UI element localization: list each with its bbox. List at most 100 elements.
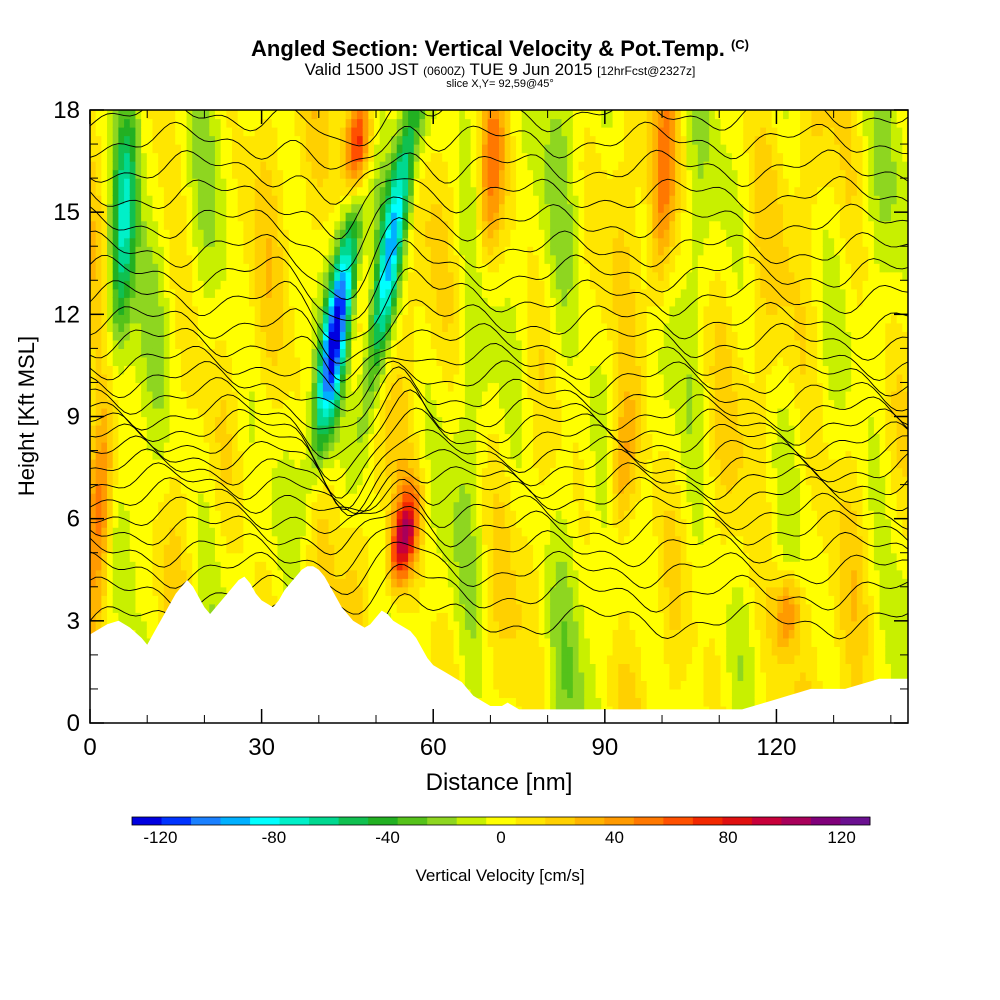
velocity-cell <box>368 544 375 554</box>
velocity-cell <box>169 433 176 443</box>
velocity-cell <box>345 425 352 435</box>
velocity-cell <box>107 569 114 579</box>
velocity-cell <box>470 603 477 613</box>
velocity-cell <box>413 365 421 375</box>
velocity-cell <box>339 144 347 154</box>
velocity-cell <box>328 407 335 418</box>
velocity-cell <box>379 195 386 205</box>
velocity-cell <box>90 476 97 486</box>
velocity-cell <box>328 220 335 230</box>
velocity-cell <box>135 484 142 494</box>
velocity-cell <box>288 280 296 290</box>
velocity-cell <box>300 561 307 571</box>
velocity-cell <box>305 280 313 290</box>
velocity-cell <box>368 263 375 273</box>
velocity-cell <box>203 425 210 435</box>
velocity-cell <box>203 416 210 426</box>
velocity-cell <box>107 603 114 613</box>
velocity-cell <box>163 578 171 588</box>
velocity-cell <box>237 476 244 486</box>
velocity-cell <box>237 237 244 247</box>
velocity-cell <box>232 382 239 392</box>
velocity-cell <box>464 586 472 596</box>
velocity-cell <box>192 220 199 230</box>
velocity-cell <box>124 399 131 409</box>
velocity-cell <box>425 229 432 239</box>
velocity-cell <box>118 390 125 401</box>
velocity-cell <box>146 305 154 315</box>
velocity-cell <box>112 297 119 307</box>
velocity-cell <box>419 450 426 460</box>
velocity-cell <box>220 135 227 145</box>
velocity-cell <box>396 561 404 571</box>
velocity-cell <box>391 178 398 188</box>
velocity-cell <box>351 399 358 409</box>
velocity-cell <box>442 637 449 647</box>
velocity-cell <box>328 305 335 315</box>
velocity-cell <box>203 382 210 392</box>
velocity-cell <box>186 416 193 426</box>
velocity-cell <box>334 254 341 264</box>
velocity-cell <box>146 390 154 401</box>
velocity-cell <box>356 373 364 384</box>
velocity-cell <box>249 135 256 145</box>
velocity-cell <box>209 442 216 452</box>
velocity-cell <box>107 152 114 162</box>
velocity-cell <box>135 271 142 281</box>
velocity-cell <box>192 322 199 332</box>
velocity-cell <box>459 144 466 154</box>
velocity-cell <box>95 493 102 503</box>
velocity-cell <box>175 373 182 384</box>
velocity-cell <box>271 110 279 120</box>
velocity-cell <box>300 527 307 537</box>
velocity-cell <box>476 518 483 528</box>
velocity-cell <box>197 416 205 426</box>
velocity-cell <box>266 186 273 196</box>
velocity-cell <box>408 203 415 213</box>
velocity-cell <box>175 288 182 298</box>
velocity-cell <box>163 407 171 418</box>
velocity-cell <box>90 229 97 239</box>
velocity-cell <box>112 246 119 256</box>
velocity-cell <box>129 399 137 409</box>
velocity-cell <box>402 339 409 349</box>
velocity-cell <box>163 603 171 613</box>
velocity-cell <box>135 382 142 392</box>
velocity-cell <box>351 339 358 349</box>
velocity-cell <box>436 339 443 349</box>
velocity-cell <box>396 569 404 579</box>
valid-date: TUE 9 Jun 2015 <box>469 60 593 79</box>
velocity-cell <box>402 433 409 443</box>
velocity-cell <box>288 544 296 554</box>
velocity-cell <box>232 373 239 384</box>
velocity-cell <box>294 322 301 332</box>
velocity-cell <box>135 297 142 307</box>
velocity-cell <box>464 237 472 247</box>
velocity-cell <box>322 518 330 528</box>
velocity-cell <box>459 442 466 452</box>
velocity-cell <box>481 612 489 622</box>
velocity-cell <box>391 569 398 579</box>
velocity-cell <box>294 297 301 307</box>
velocity-cell <box>271 161 279 171</box>
velocity-cell <box>368 195 375 205</box>
velocity-cell <box>214 527 222 537</box>
velocity-cell <box>90 459 97 469</box>
velocity-cell <box>186 254 193 264</box>
velocity-cell <box>197 339 205 349</box>
velocity-cell <box>305 544 313 554</box>
velocity-cell <box>260 476 267 486</box>
velocity-cell <box>481 629 489 639</box>
velocity-cell <box>112 390 119 401</box>
velocity-cell <box>197 390 205 401</box>
velocity-cell <box>368 203 375 213</box>
velocity-cell <box>476 178 483 188</box>
velocity-cell <box>254 586 262 596</box>
velocity-cell <box>436 459 443 469</box>
velocity-cell <box>180 169 188 179</box>
velocity-cell <box>141 195 148 205</box>
velocity-cell <box>345 595 352 605</box>
velocity-cell <box>322 280 330 290</box>
velocity-cell <box>481 561 489 571</box>
velocity-cell <box>436 646 443 656</box>
